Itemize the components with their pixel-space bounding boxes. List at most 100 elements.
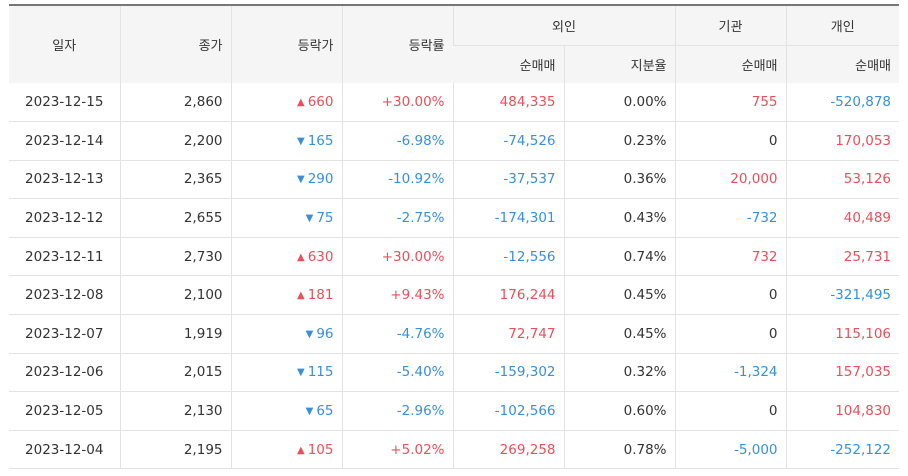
foreign-net-buy-cell: 484,335 xyxy=(452,83,564,123)
table-row: 2023-12-13 2,365 ▼ 290 -10.92% -37,537 0.36% 20… xyxy=(9,160,900,200)
institution-net-buy-cell: -1,324 xyxy=(674,353,787,393)
table-header: 일자 종가 등락가 등락률 외인 기관 개인 순매매 지분율 순매매 순매매 xyxy=(9,4,900,83)
date-cell: 2023-12-07 xyxy=(9,314,120,354)
change-value: 105 xyxy=(307,441,334,458)
header-individual: 개인 xyxy=(785,4,900,45)
close-price-cell: 2,015 xyxy=(119,353,231,393)
triangle-down-icon: ▼ xyxy=(297,367,305,379)
foreign-net-buy-cell: -37,537 xyxy=(452,160,564,200)
date-cell: 2023-12-05 xyxy=(9,391,120,431)
institution-net-buy-cell: 20,000 xyxy=(674,160,787,200)
change-cell: ▲ 105 xyxy=(230,430,342,470)
change-cell: ▲ 630 xyxy=(230,237,342,277)
header-foreign: 외인 xyxy=(452,4,676,45)
table-row: 2023-12-05 2,130 ▼ 65 -2.96% -102,566 0.60% 0 10… xyxy=(9,391,900,431)
change-value: 290 xyxy=(307,171,334,188)
change-rate-cell: +5.02% xyxy=(341,430,453,470)
close-price-cell: 2,200 xyxy=(119,121,231,161)
institution-net-buy-cell: 0 xyxy=(674,121,787,161)
header-date: 일자 xyxy=(9,4,120,83)
foreign-net-buy-cell: -12,556 xyxy=(452,237,564,277)
foreign-net-buy-cell: 72,747 xyxy=(452,314,564,354)
individual-net-buy-cell: 157,035 xyxy=(785,353,900,393)
foreign-holding-ratio-cell: 0.45% xyxy=(563,314,676,354)
foreign-net-buy-cell: -74,526 xyxy=(452,121,564,161)
triangle-down-icon: ▼ xyxy=(305,213,314,225)
change-rate-cell: -2.75% xyxy=(341,198,453,238)
institution-net-buy-cell: 732 xyxy=(674,237,787,277)
institution-net-buy-cell: -5,000 xyxy=(674,430,787,470)
date-cell: 2023-12-04 xyxy=(9,430,120,470)
individual-net-buy-cell: -321,495 xyxy=(785,275,900,316)
header-foreign-holding-ratio: 지분율 xyxy=(563,44,676,83)
table-row: 2023-12-06 2,015 ▼ 115 -5.40% -159,302 0.32% -1… xyxy=(9,353,900,393)
institution-net-buy-cell: 0 xyxy=(674,314,787,354)
date-cell: 2023-12-11 xyxy=(9,237,120,277)
table-row: 2023-12-11 2,730 ▲ 630 +30.00% -12,556 0.74% 73… xyxy=(9,237,900,277)
foreign-net-buy-cell: -159,302 xyxy=(452,353,564,393)
triangle-down-icon: ▼ xyxy=(297,135,305,147)
triangle-up-icon: ▲ xyxy=(297,97,305,109)
change-value: 165 xyxy=(307,132,334,149)
table-body: 2023-12-15 2,860 ▲ 660 +30.00% 484,335 0.00% 75… xyxy=(9,83,900,470)
table-row: 2023-12-12 2,655 ▼ 75 -2.75% -174,301 0.43% -73… xyxy=(9,198,900,238)
table-row: 2023-12-07 1,919 ▼ 96 -4.76% 72,747 0.45% 0 115,… xyxy=(9,314,900,354)
header-change-rate: 등락률 xyxy=(341,4,453,83)
change-value: 65 xyxy=(316,403,334,420)
change-rate-cell: -5.40% xyxy=(341,353,453,393)
table-row: 2023-12-15 2,860 ▲ 660 +30.00% 484,335 0.00% 75… xyxy=(9,83,900,123)
change-rate-cell: -4.76% xyxy=(341,314,453,354)
close-price-cell: 2,860 xyxy=(119,83,231,123)
triangle-up-icon: ▲ xyxy=(297,444,305,456)
change-rate-cell: -6.98% xyxy=(341,121,453,161)
triangle-down-icon: ▼ xyxy=(297,174,305,186)
individual-net-buy-cell: 53,126 xyxy=(785,160,900,200)
foreign-holding-ratio-cell: 0.60% xyxy=(563,391,676,431)
foreign-holding-ratio-cell: 0.00% xyxy=(563,83,676,123)
foreign-holding-ratio-cell: 0.45% xyxy=(563,275,676,316)
change-cell: ▼ 96 xyxy=(230,314,342,354)
foreign-holding-ratio-cell: 0.78% xyxy=(563,430,676,470)
investor-trading-table: 일자 종가 등락가 등락률 외인 기관 개인 순매매 지분율 순매매 순매매 2… xyxy=(9,4,900,470)
table-row: 2023-12-04 2,195 ▲ 105 +5.02% 269,258 0.78% -5,… xyxy=(9,430,900,470)
change-cell: ▼ 290 xyxy=(230,160,342,200)
change-rate-cell: +30.00% xyxy=(341,83,453,123)
close-price-cell: 1,919 xyxy=(119,314,231,354)
change-cell: ▼ 165 xyxy=(230,121,342,161)
change-value: 630 xyxy=(307,248,334,265)
individual-net-buy-cell: 170,053 xyxy=(785,121,900,161)
header-institution-net-buy: 순매매 xyxy=(674,44,787,83)
change-value: 115 xyxy=(307,364,334,381)
individual-net-buy-cell: -252,122 xyxy=(785,430,900,470)
foreign-net-buy-cell: -174,301 xyxy=(452,198,564,238)
triangle-down-icon: ▼ xyxy=(305,328,314,340)
date-cell: 2023-12-15 xyxy=(9,83,120,123)
change-cell: ▲ 660 xyxy=(230,83,342,123)
date-cell: 2023-12-12 xyxy=(9,198,120,238)
change-value: 660 xyxy=(307,94,334,111)
change-cell: ▼ 75 xyxy=(230,198,342,238)
individual-net-buy-cell: -520,878 xyxy=(785,83,900,123)
individual-net-buy-cell: 25,731 xyxy=(785,237,900,277)
header-close: 종가 xyxy=(119,4,231,83)
date-cell: 2023-12-08 xyxy=(9,275,120,316)
foreign-holding-ratio-cell: 0.32% xyxy=(563,353,676,393)
triangle-up-icon: ▲ xyxy=(297,251,305,263)
individual-net-buy-cell: 115,106 xyxy=(785,314,900,354)
change-rate-cell: +9.43% xyxy=(341,275,453,316)
change-cell: ▲ 181 xyxy=(230,275,342,316)
change-value: 96 xyxy=(316,325,334,342)
close-price-cell: 2,730 xyxy=(119,237,231,277)
date-cell: 2023-12-13 xyxy=(9,160,120,200)
change-value: 181 xyxy=(307,287,334,304)
change-rate-cell: -10.92% xyxy=(341,160,453,200)
change-rate-cell: -2.96% xyxy=(341,391,453,431)
change-value: 75 xyxy=(316,210,334,227)
close-price-cell: 2,655 xyxy=(119,198,231,238)
date-cell: 2023-12-06 xyxy=(9,353,120,393)
change-rate-cell: +30.00% xyxy=(341,237,453,277)
triangle-up-icon: ▲ xyxy=(297,290,305,302)
header-change: 등락가 xyxy=(230,4,342,83)
close-price-cell: 2,195 xyxy=(119,430,231,470)
